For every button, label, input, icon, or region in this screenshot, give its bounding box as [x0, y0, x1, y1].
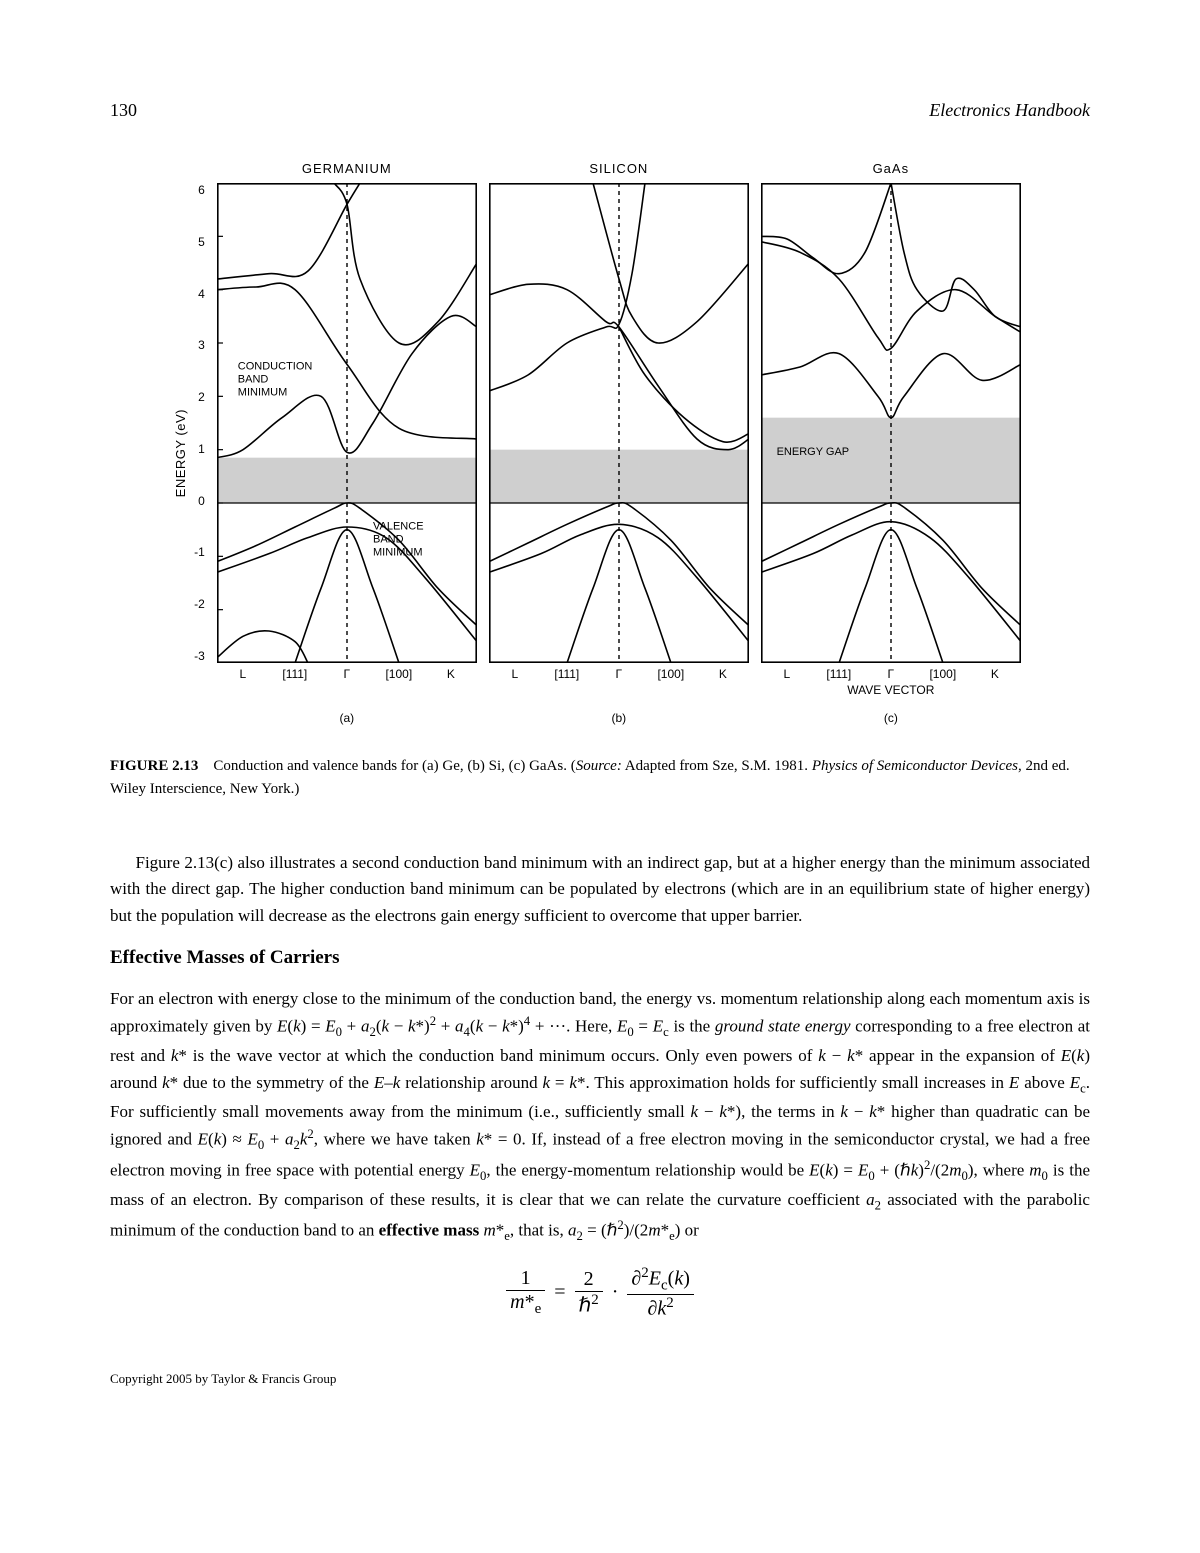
panel-title: GaAs	[873, 161, 910, 179]
xtick: [100]	[373, 667, 425, 681]
chart-panel-a: GERMANIUMCONDUCTIONBANDMINIMUMVALENCEBAN…	[217, 161, 477, 725]
xtick: Γ	[321, 667, 373, 681]
page-header: 130 Electronics Handbook	[110, 100, 1090, 121]
ytick: 4	[194, 287, 205, 301]
chart-annotation: BAND	[373, 534, 404, 546]
eq-rhs: ∂2Ec(k) ∂k2	[627, 1265, 694, 1321]
chart-annotation: BAND	[238, 374, 269, 386]
xtick: [100]	[645, 667, 697, 681]
caption-source: Source:	[576, 758, 622, 774]
figure-2-13: ENERGY (eV) 6 5 4 3 2 1 0 -1 -2 -3 GERMANIUM CONDU…	[110, 161, 1090, 725]
x-ticks: L[111]Γ[100]K	[489, 667, 749, 681]
body-paragraph-1: Figure 2.13(c) also illustrates a second…	[110, 850, 1090, 929]
body-paragraph-2: For an electron with energy close to the…	[110, 986, 1090, 1247]
xtick: [100]	[917, 667, 969, 681]
xtick: L	[761, 667, 813, 681]
band-diagram-svg	[489, 183, 749, 663]
caption-text1: Conduction and valence bands for (a) Ge,…	[213, 758, 575, 774]
eq-lhs: 1 m*e	[506, 1267, 545, 1318]
ytick: 3	[194, 338, 205, 352]
subpanel-label: (a)	[339, 711, 354, 725]
figure-caption: FIGURE 2.13 Conduction and valence bands…	[110, 755, 1090, 800]
xtick: [111]	[269, 667, 321, 681]
panel-title: SILICON	[589, 161, 648, 179]
copyright-line: Copyright 2005 by Taylor & Francis Group	[110, 1371, 1090, 1387]
chart-annotation: MINIMUM	[373, 547, 423, 559]
xtick: L	[489, 667, 541, 681]
ytick: -3	[194, 649, 205, 663]
page-number: 130	[110, 100, 137, 121]
xtick: L	[217, 667, 269, 681]
y-axis-label: ENERGY (eV)	[173, 409, 188, 497]
xtick: K	[425, 667, 477, 681]
subpanel-label: (c)	[884, 711, 898, 725]
ytick: 1	[194, 442, 205, 456]
chart-annotation: VALENCE	[373, 521, 424, 533]
x-ticks: L[111]Γ[100]K	[217, 667, 477, 681]
band-diagram-svg: CONDUCTIONBANDMINIMUMVALENCEBANDMINIMUM	[217, 183, 477, 663]
ytick: 6	[194, 183, 205, 197]
subpanel-label: (b)	[611, 711, 626, 725]
caption-fignum: FIGURE 2.13	[110, 758, 198, 774]
section-heading-effective-masses: Effective Masses of Carriers	[110, 947, 1090, 969]
x-ticks: L[111]Γ[100]K	[761, 667, 1021, 681]
xtick: [111]	[813, 667, 865, 681]
equation-effective-mass: 1 m*e = 2 ℏ2 · ∂2Ec(k) ∂k2	[110, 1265, 1090, 1321]
wave-vector-label: WAVE VECTOR	[847, 683, 934, 697]
chart-panel-c: GaAs ENERGY GAP L[111]Γ[100]K WAVE VECTOR (c…	[761, 161, 1021, 725]
ytick: 0	[194, 494, 205, 508]
ytick: 2	[194, 390, 205, 404]
ytick: 5	[194, 235, 205, 249]
xtick: Γ	[865, 667, 917, 681]
caption-italic: Physics of Semiconductor Devices	[812, 758, 1018, 774]
xtick: K	[697, 667, 749, 681]
chart-panels: GERMANIUMCONDUCTIONBANDMINIMUMVALENCEBAN…	[211, 161, 1027, 725]
panel-title: GERMANIUM	[302, 161, 392, 179]
page-container: 130 Electronics Handbook ENERGY (eV) 654…	[0, 0, 1200, 1427]
chart-panel-b: SILICON L[111]Γ[100]K (b)	[489, 161, 749, 725]
xtick: Γ	[593, 667, 645, 681]
chart-annotation: ENERGY GAP	[776, 446, 849, 458]
y-ticks: 6 5 4 3 2 1 0 -1 -2 -3	[194, 183, 205, 663]
xtick: K	[969, 667, 1021, 681]
book-title: Electronics Handbook	[929, 100, 1090, 121]
chart-annotation: CONDUCTION	[238, 361, 313, 373]
caption-text2: Adapted from Sze, S.M. 1981.	[622, 758, 812, 774]
ytick: -2	[194, 597, 205, 611]
chart-annotation: MINIMUM	[238, 387, 287, 399]
eq-mid: 2 ℏ2	[575, 1268, 603, 1318]
band-diagram-svg: ENERGY GAP	[761, 183, 1021, 663]
ytick: -1	[194, 545, 205, 559]
xtick: [111]	[541, 667, 593, 681]
